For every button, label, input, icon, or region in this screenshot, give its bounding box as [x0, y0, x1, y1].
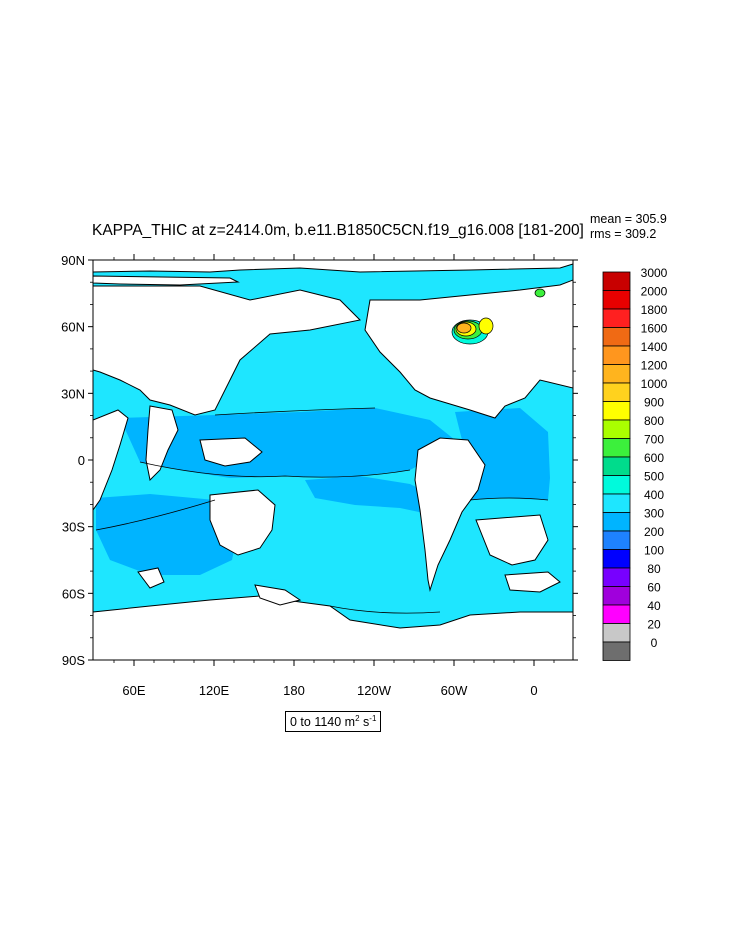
colorbar-label: 600	[644, 451, 664, 465]
colorbar-label: 500	[644, 470, 664, 484]
contour-2	[139, 461, 411, 478]
ocean-band-300	[120, 408, 455, 478]
range-text: 0 to 1140 m	[290, 715, 356, 730]
hotspot-labrador	[451, 288, 546, 345]
land-asia-islands	[145, 405, 179, 482]
stats-block: mean = 305.9 rms = 309.2	[590, 212, 667, 242]
colorbar-swatch	[602, 475, 631, 495]
colorbar-label: 100	[644, 544, 664, 558]
colorbar-swatch	[602, 382, 631, 402]
colorbar-label: 0	[651, 636, 658, 650]
colorbar-label: 1600	[641, 322, 668, 336]
colorbar-label: 2000	[641, 285, 668, 299]
land-north-america	[364, 279, 573, 419]
colorbar-label: 1200	[641, 359, 668, 373]
lon-label: 0	[530, 683, 537, 698]
lon-label: 120W	[357, 683, 392, 698]
land-masses	[93, 260, 573, 660]
land-islands-2	[254, 584, 302, 606]
colorbar-swatch	[602, 308, 631, 328]
land-southern-africa	[475, 514, 549, 566]
range-label: 0 to 1140 m2 s-1	[285, 711, 382, 733]
lon-label: 60E	[122, 683, 145, 698]
latitude-axis: 90N 60N 30N 0 30S 60S 90S	[61, 253, 578, 668]
colorbar-swatch	[602, 493, 631, 513]
colorbar-label: 80	[647, 562, 661, 576]
colorbar-label: 300	[644, 507, 664, 521]
land-arctic	[93, 260, 573, 273]
longitude-axis: 60E 120E 180 120W 60W 0	[113, 254, 555, 698]
colorbar-label: 3000	[641, 266, 668, 280]
colorbar-label: 1400	[641, 340, 668, 354]
colorbar-swatch	[602, 290, 631, 310]
lat-label: 60S	[62, 586, 85, 601]
lat-label: 90N	[61, 253, 85, 268]
lat-label: 30S	[62, 520, 85, 535]
colorbar-swatch	[602, 271, 631, 291]
colorbar: 3000200018001600140012001000900800700600…	[602, 266, 668, 661]
colorbar-swatch	[602, 586, 631, 606]
rms-stat: rms = 309.2	[590, 227, 657, 241]
colorbar-swatch	[602, 567, 631, 587]
lon-label: 120E	[199, 683, 230, 698]
colorbar-swatch	[602, 604, 631, 624]
colorbar-swatch	[602, 364, 631, 384]
land-greenland	[93, 275, 240, 286]
land-islands-3	[504, 571, 561, 593]
lat-label: 0	[78, 453, 85, 468]
lat-label: 90S	[62, 653, 85, 668]
lat-label: 60N	[61, 320, 85, 335]
colorbar-swatch	[602, 530, 631, 550]
land-antarctica	[93, 595, 573, 660]
ocean-band-300-south	[305, 476, 438, 516]
colorbar-swatch	[602, 456, 631, 476]
colorbar-label: 40	[647, 599, 661, 613]
land-islands-1	[137, 567, 165, 589]
contour-4	[469, 497, 549, 501]
colorbar-label: 200	[644, 525, 664, 539]
range-exp1: 2	[355, 714, 360, 723]
range-exp2: -1	[369, 714, 377, 723]
colorbar-swatch	[602, 401, 631, 421]
colorbar-label: 1800	[641, 303, 668, 317]
colorbar-swatch	[602, 419, 631, 439]
land-eurasia-north	[93, 285, 362, 416]
colorbar-label: 800	[644, 414, 664, 428]
land-maritime	[199, 437, 263, 467]
mean-stat: mean = 305.9	[590, 212, 667, 226]
contour-3	[95, 499, 216, 531]
colorbar-swatch	[602, 438, 631, 458]
colorbar-swatch	[602, 549, 631, 569]
colorbar-swatch	[602, 641, 631, 661]
land-australia	[209, 489, 276, 556]
colorbar-label: 1000	[641, 377, 668, 391]
colorbar-swatch	[602, 623, 631, 643]
map-title: KAPPA_THIC at z=2414.0m, b.e11.B1850C5CN…	[92, 222, 584, 239]
map-field	[93, 260, 573, 660]
land-africa	[93, 409, 129, 511]
lat-label: 30N	[61, 386, 85, 401]
land-south-america	[414, 437, 486, 592]
colorbar-label: 60	[647, 581, 661, 595]
range-unit: s	[359, 715, 370, 730]
colorbar-swatch	[602, 345, 631, 365]
colorbar-label: 900	[644, 396, 664, 410]
colorbar-swatch	[602, 327, 631, 347]
colorbar-label: 20	[647, 618, 661, 632]
lon-label: 60W	[441, 683, 468, 698]
contour-5	[329, 605, 441, 614]
lon-label: 180	[283, 683, 305, 698]
colorbar-label: 700	[644, 433, 664, 447]
contour-1	[214, 407, 376, 416]
colorbar-label: 400	[644, 488, 664, 502]
contour-lines	[95, 407, 549, 614]
ocean-band-300-indian	[96, 494, 240, 575]
colorbar-swatch	[602, 512, 631, 532]
